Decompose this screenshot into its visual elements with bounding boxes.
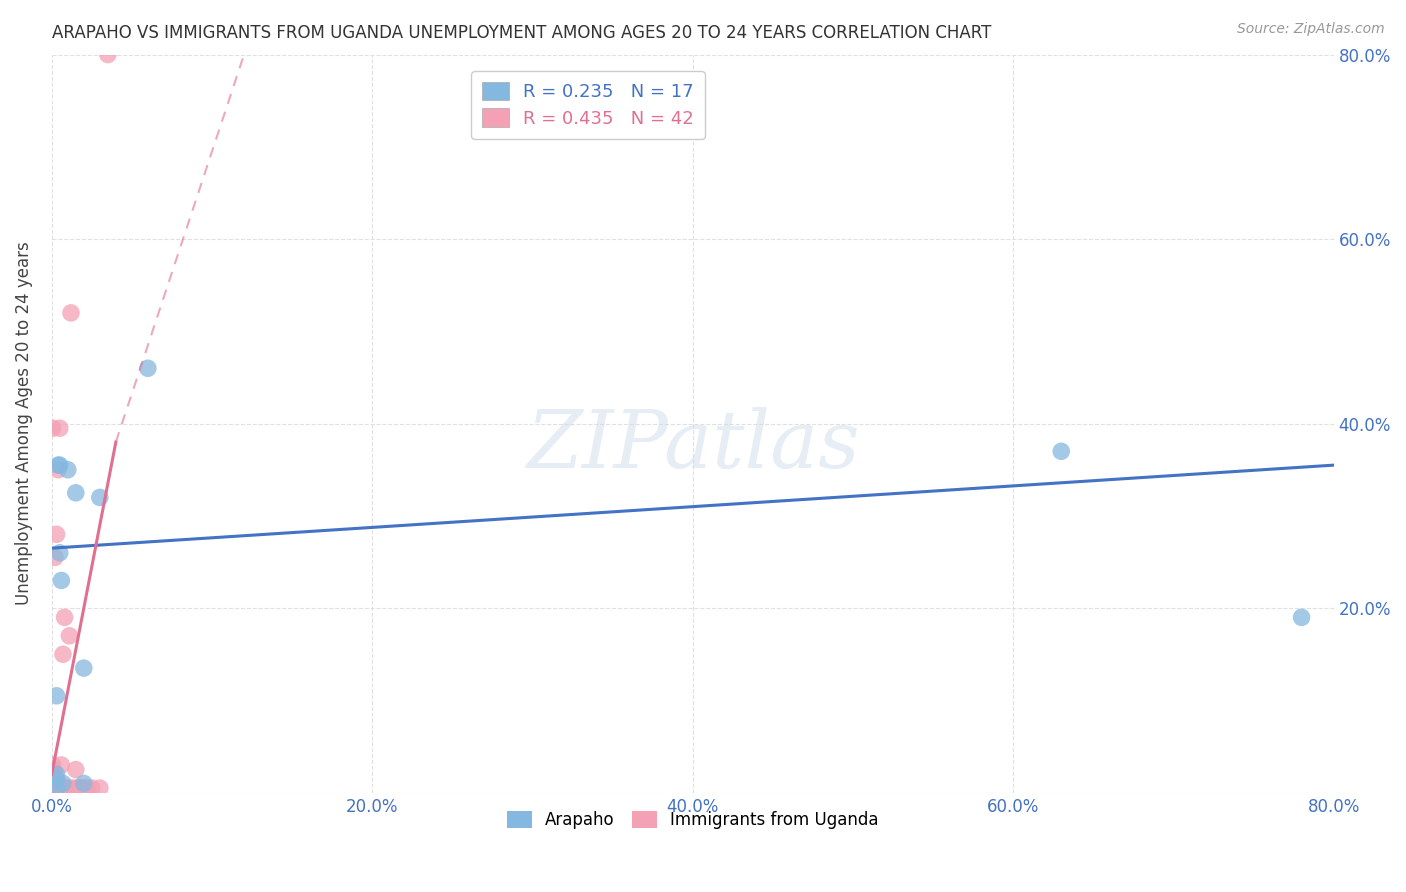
Point xyxy=(45,780,67,795)
Point xyxy=(49,421,72,435)
Point xyxy=(56,780,79,795)
Point xyxy=(49,546,72,560)
Point xyxy=(42,763,65,777)
Legend: Arapaho, Immigrants from Uganda: Arapaho, Immigrants from Uganda xyxy=(501,805,886,836)
Point xyxy=(1291,610,1313,624)
Point xyxy=(44,776,66,790)
Point xyxy=(51,758,73,772)
Point xyxy=(45,689,67,703)
Point xyxy=(46,458,69,472)
Point xyxy=(73,776,96,790)
Point xyxy=(66,780,89,795)
Point xyxy=(42,776,65,790)
Point xyxy=(44,550,66,565)
Point xyxy=(89,491,111,505)
Point xyxy=(80,780,103,795)
Point xyxy=(44,780,66,795)
Point xyxy=(45,767,67,781)
Point xyxy=(58,629,80,643)
Point xyxy=(56,463,79,477)
Point xyxy=(52,647,75,661)
Point xyxy=(55,780,77,795)
Point xyxy=(69,780,91,795)
Point xyxy=(1050,444,1073,458)
Point xyxy=(65,485,87,500)
Point xyxy=(46,776,69,790)
Point xyxy=(49,458,72,472)
Text: ZIPatlas: ZIPatlas xyxy=(526,407,859,484)
Point xyxy=(65,763,87,777)
Y-axis label: Unemployment Among Ages 20 to 24 years: Unemployment Among Ages 20 to 24 years xyxy=(15,242,32,606)
Point xyxy=(52,776,75,790)
Text: ARAPAHO VS IMMIGRANTS FROM UGANDA UNEMPLOYMENT AMONG AGES 20 TO 24 YEARS CORRELA: ARAPAHO VS IMMIGRANTS FROM UGANDA UNEMPL… xyxy=(52,24,991,42)
Point xyxy=(41,780,63,795)
Text: Source: ZipAtlas.com: Source: ZipAtlas.com xyxy=(1237,22,1385,37)
Point xyxy=(136,361,159,376)
Point xyxy=(41,780,63,795)
Point xyxy=(41,772,63,786)
Point xyxy=(97,47,120,62)
Point xyxy=(89,780,111,795)
Point xyxy=(41,780,63,795)
Point xyxy=(49,780,72,795)
Point xyxy=(73,661,96,675)
Point xyxy=(45,527,67,541)
Point xyxy=(59,306,82,320)
Point xyxy=(42,780,65,795)
Point xyxy=(67,780,90,795)
Point xyxy=(41,767,63,781)
Point xyxy=(51,574,73,588)
Point xyxy=(73,780,96,795)
Point xyxy=(41,421,63,435)
Point xyxy=(41,758,63,772)
Point xyxy=(76,780,98,795)
Point xyxy=(41,780,63,795)
Point xyxy=(42,780,65,795)
Point xyxy=(41,776,63,790)
Point xyxy=(41,763,63,777)
Point xyxy=(53,610,76,624)
Point xyxy=(62,780,84,795)
Point xyxy=(45,772,67,786)
Point xyxy=(41,776,63,790)
Point xyxy=(41,780,63,795)
Point xyxy=(45,780,67,795)
Point xyxy=(46,463,69,477)
